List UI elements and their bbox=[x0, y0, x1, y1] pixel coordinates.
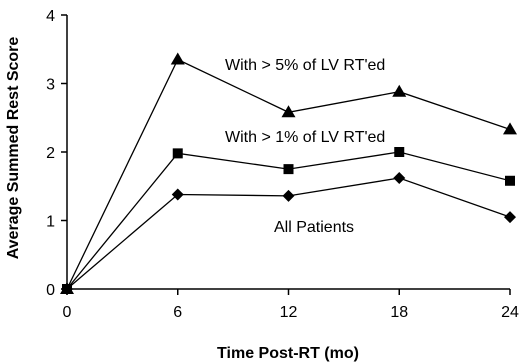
series-group bbox=[60, 52, 517, 295]
data-point-gt5 bbox=[503, 122, 517, 135]
series-line-gt5 bbox=[66, 58, 511, 290]
data-point-all bbox=[61, 283, 73, 295]
y-tick-label: 2 bbox=[46, 145, 55, 162]
y-tick-label: 4 bbox=[46, 8, 55, 25]
y-tick-label: 3 bbox=[46, 77, 55, 94]
x-tick-label: 0 bbox=[63, 304, 72, 321]
x-axis-title: Time Post-RT (mo) bbox=[217, 345, 359, 362]
data-point-gt1 bbox=[505, 175, 515, 186]
y-tick-label: 0 bbox=[46, 282, 55, 299]
data-point-gt5 bbox=[392, 84, 407, 97]
data-point-gt5 bbox=[281, 105, 296, 118]
x-ticks: 0 6 12 18 24 bbox=[63, 289, 519, 321]
series-labels: With > 5% of LV RT'ed With > 1% of LV RT'… bbox=[225, 57, 385, 236]
y-ticks: 0 1 2 3 4 bbox=[46, 8, 67, 299]
data-point-all bbox=[171, 188, 184, 201]
x-tick-label: 12 bbox=[280, 304, 298, 321]
data-point-gt1 bbox=[283, 164, 294, 175]
y-axis-title: Average Summed Rest Score bbox=[5, 37, 22, 260]
data-point-all bbox=[282, 189, 295, 202]
data-point-all bbox=[393, 172, 406, 185]
series-label-gt1: With > 1% of LV RT'ed bbox=[225, 129, 385, 146]
series-label-all: All Patients bbox=[274, 219, 354, 236]
y-tick-label: 1 bbox=[46, 214, 55, 231]
series-all bbox=[61, 172, 516, 295]
x-tick-label: 24 bbox=[501, 304, 519, 321]
data-point-gt1 bbox=[172, 148, 183, 159]
x-tick-label: 6 bbox=[173, 304, 182, 321]
series-label-gt5: With > 5% of LV RT'ed bbox=[225, 57, 385, 74]
data-point-all bbox=[504, 211, 516, 224]
data-point-gt5 bbox=[170, 52, 185, 65]
x-tick-label: 18 bbox=[390, 304, 408, 321]
data-point-gt1 bbox=[394, 147, 405, 157]
